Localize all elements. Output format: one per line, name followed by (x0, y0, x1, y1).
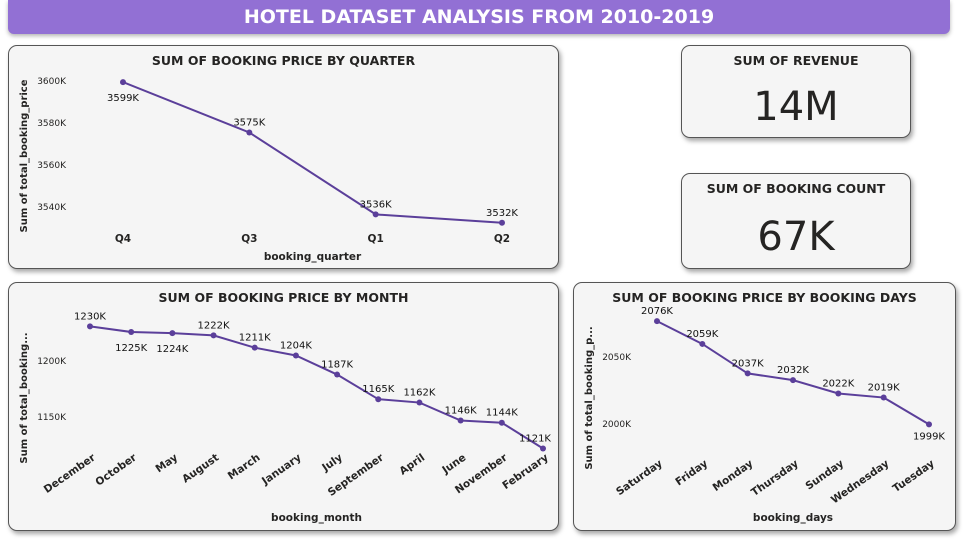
data-point (375, 396, 382, 403)
y-tick-label: 3580K (37, 119, 67, 129)
data-label: 1230K (74, 311, 106, 322)
data-point (654, 318, 660, 325)
data-point (835, 390, 842, 397)
kpi-card-booking-count[interactable]: SUM OF BOOKING COUNT 67K (681, 173, 911, 269)
data-point (498, 419, 505, 426)
x-tick-label: January (259, 452, 304, 488)
month-line-chart: 1200K 1150K Sum of total_booking... 1230K De… (19, 311, 551, 524)
data-label: 1121K (519, 433, 551, 444)
kpi-title: SUM OF REVENUE (733, 53, 859, 68)
data-label: 1162K (403, 388, 435, 399)
dashboard-title: HOTEL DATASET ANALYSIS FROM 2010-2019 (8, 0, 950, 34)
data-point (790, 377, 796, 384)
x-tick-label: Q4 (115, 233, 131, 245)
data-point (744, 370, 751, 377)
y-tick-label: 2000K (602, 420, 632, 430)
y-tick-label: 3560K (37, 161, 67, 171)
kpi-title: SUM OF BOOKING COUNT (706, 181, 886, 196)
data-label: 2019K (868, 383, 900, 394)
y-tick-label: 2050K (602, 353, 632, 363)
y-axis-title: Sum of total_booking_p... (584, 326, 595, 469)
series-line (89, 325, 544, 450)
x-tick-label: July (319, 452, 345, 475)
x-tick-label: Saturday (614, 458, 665, 499)
data-point (292, 352, 299, 359)
kpi-value: 67K (757, 214, 835, 260)
x-axis-title: booking_month (271, 512, 362, 524)
data-label: 1999K (913, 431, 945, 442)
x-tick-label: October (93, 451, 139, 488)
x-tick-label: June (439, 452, 468, 477)
x-tick-label: March (226, 452, 263, 483)
data-label: 1146K (445, 405, 477, 416)
data-point (499, 219, 505, 226)
data-point (416, 399, 423, 406)
y-tick-label: 1200K (37, 357, 67, 367)
data-label: 1144K (486, 408, 518, 419)
chart-card-quarter[interactable]: SUM OF BOOKING PRICE BY QUARTER 3600K 358… (8, 45, 559, 269)
x-tick-label: Q2 (494, 233, 510, 245)
y-axis-title: Sum of total_booking_price (19, 79, 30, 232)
x-tick-label: Q3 (241, 233, 257, 245)
kpi-value: 14M (753, 84, 839, 130)
data-point (926, 421, 932, 428)
x-tick-label: Tuesday (891, 458, 937, 495)
data-point (540, 445, 546, 452)
days-line-chart: 2050K 2000K Sum of total_booking_p... 2076K… (584, 306, 945, 524)
data-label: 1222K (198, 320, 230, 331)
data-label: 3532K (486, 208, 518, 219)
data-point (334, 371, 341, 378)
data-point (372, 211, 379, 218)
data-point (87, 323, 93, 330)
y-tick-label: 3600K (37, 77, 67, 87)
x-axis-title: booking_quarter (264, 251, 362, 263)
chart-card-month[interactable]: SUM OF BOOKING PRICE BY MONTH 1200K 1150K… (8, 282, 559, 531)
data-label: 1165K (362, 384, 394, 395)
y-tick-label: 3540K (37, 203, 67, 213)
chart-title: SUM OF BOOKING PRICE BY BOOKING DAYS (612, 290, 917, 305)
data-label: 2022K (822, 379, 854, 390)
data-label: 2059K (686, 329, 718, 340)
data-label: 1187K (321, 360, 353, 371)
data-point (128, 329, 135, 335)
data-point (251, 344, 258, 351)
data-point (246, 129, 253, 136)
chart-title: SUM OF BOOKING PRICE BY QUARTER (151, 53, 416, 68)
data-point (699, 340, 706, 347)
chart-card-days[interactable]: SUM OF BOOKING PRICE BY BOOKING DAYS 205… (573, 282, 956, 531)
chart-title: SUM OF BOOKING PRICE BY MONTH (158, 290, 409, 305)
x-tick-label: Friday (673, 458, 710, 489)
data-label: 2076K (641, 306, 673, 317)
data-label: 3599K (107, 93, 139, 104)
quarter-line-chart: 3600K 3580K 3560K 3540K Sum of total_booking… (19, 77, 518, 263)
data-point (120, 79, 126, 86)
y-axis-title: Sum of total_booking... (19, 332, 30, 463)
x-tick-label: Q1 (368, 233, 384, 245)
data-label: 1225K (115, 343, 147, 354)
y-tick-label: 1150K (37, 413, 67, 423)
data-label: 3536K (360, 199, 392, 210)
data-point (880, 394, 887, 401)
x-tick-label: Sunday (803, 458, 846, 493)
kpi-card-revenue[interactable]: SUM OF REVENUE 14M (681, 45, 911, 138)
x-axis-title: booking_days (753, 512, 833, 524)
data-label: 3575K (233, 118, 265, 129)
x-tick-label: April (397, 452, 427, 478)
x-tick-label: February (500, 452, 551, 492)
data-label: 1211K (239, 333, 271, 344)
x-tick-label: December (42, 451, 99, 496)
data-label: 1224K (156, 344, 188, 355)
x-tick-label: Thursday (749, 458, 801, 499)
data-label: 2037K (732, 358, 764, 369)
data-point (457, 417, 464, 424)
data-point (169, 330, 176, 337)
data-label: 1204K (280, 341, 312, 352)
x-tick-label: May (153, 452, 180, 476)
x-tick-label: August (180, 452, 221, 486)
data-point (210, 332, 217, 339)
series-line (122, 81, 503, 224)
data-label: 2032K (777, 365, 809, 376)
